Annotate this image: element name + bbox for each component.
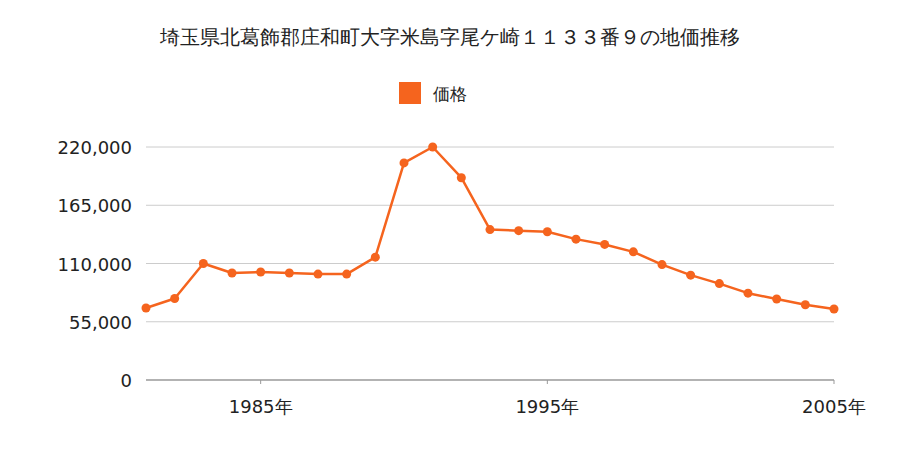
- chart: 埼玉県北葛飾郡庄和町大字米島字尾ケ崎１１３３番９の地価推移価格 0 55,000 11…: [0, 0, 900, 450]
- y-tick-label: 220,000: [58, 137, 132, 158]
- plot-area: [142, 143, 839, 314]
- point: [371, 253, 380, 262]
- grid-line: [146, 205, 834, 206]
- point: [486, 225, 495, 234]
- legend-swatch: [399, 82, 421, 104]
- legend-entry: 価格: [399, 82, 467, 104]
- point: [256, 267, 265, 276]
- y-tick-label: 165,000: [58, 195, 132, 216]
- y-tick-label: 55,000: [69, 312, 132, 333]
- point: [400, 158, 409, 167]
- x-tick-label: 2005年: [802, 396, 866, 417]
- line: [146, 147, 834, 309]
- point: [744, 289, 753, 298]
- point: [285, 269, 294, 278]
- y-tick-label: 110,000: [58, 254, 132, 275]
- legend-label: 価格: [433, 84, 467, 104]
- point: [170, 294, 179, 303]
- point: [801, 300, 810, 309]
- x-tick-label: 1995年: [515, 396, 579, 417]
- grid-line: [146, 321, 834, 322]
- point: [228, 269, 237, 278]
- point: [314, 270, 323, 279]
- y-tick-label: 0: [121, 370, 132, 391]
- point: [199, 259, 208, 268]
- grid-line: [146, 147, 834, 148]
- point: [600, 240, 609, 249]
- title: 埼玉県北葛飾郡庄和町大字米島字尾ケ崎１１３３番９の地価推移: [159, 25, 740, 49]
- point: [658, 260, 667, 269]
- grid-line: [146, 263, 834, 264]
- point: [543, 227, 552, 236]
- point: [457, 173, 466, 182]
- x-tick: [260, 380, 261, 384]
- point: [514, 226, 523, 235]
- point: [772, 294, 781, 303]
- point: [342, 270, 351, 279]
- x-tick-label: 1985年: [229, 396, 293, 417]
- x-tick: [547, 380, 548, 384]
- point: [572, 235, 581, 244]
- x-tick: [834, 380, 835, 384]
- point: [830, 305, 839, 314]
- point: [629, 247, 638, 256]
- grid-line: [146, 380, 834, 381]
- point: [142, 303, 151, 312]
- point: [428, 143, 437, 152]
- point: [686, 271, 695, 280]
- x-axis: [146, 380, 834, 381]
- point: [715, 279, 724, 288]
